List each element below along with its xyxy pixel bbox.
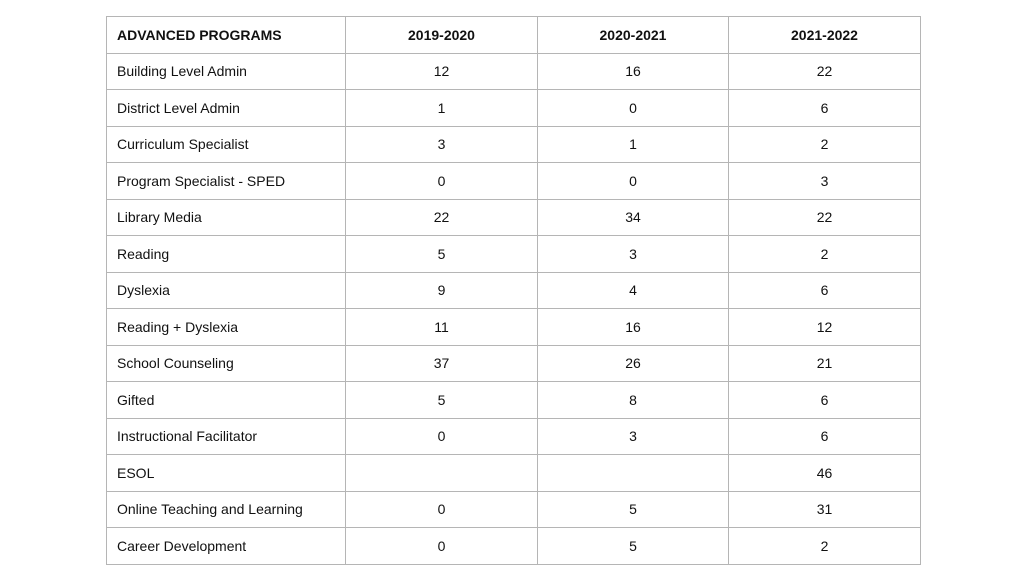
table-row: Career Development 0 5 2	[106, 527, 921, 565]
cell-value: 3	[537, 417, 729, 455]
table-row: District Level Admin 1 0 6	[106, 89, 921, 127]
cell-value: 3	[728, 162, 921, 200]
cell-value: 34	[537, 198, 729, 236]
cell-value: 31	[728, 490, 921, 528]
cell-value: 3	[537, 235, 729, 273]
table-row: School Counseling 37 26 21	[106, 344, 921, 382]
cell-value: 6	[728, 381, 921, 419]
table-row: ESOL 46	[106, 454, 921, 492]
cell-value: 0	[537, 89, 729, 127]
cell-value: 3	[345, 125, 538, 163]
cell-value: 2	[728, 527, 921, 565]
header-2021-2022: 2021-2022	[728, 16, 921, 54]
cell-value: 2	[728, 235, 921, 273]
cell-value: 22	[345, 198, 538, 236]
program-name: Curriculum Specialist	[106, 125, 346, 163]
cell-value: 0	[345, 490, 538, 528]
cell-value: 12	[345, 52, 538, 90]
table-row: Curriculum Specialist 3 1 2	[106, 125, 921, 163]
cell-value: 4	[537, 271, 729, 309]
table-row: Library Media 22 34 22	[106, 198, 921, 236]
cell-value: 5	[537, 490, 729, 528]
cell-value: 6	[728, 89, 921, 127]
header-programs: ADVANCED PROGRAMS	[106, 16, 346, 54]
cell-value: 5	[345, 235, 538, 273]
cell-value: 16	[537, 308, 729, 346]
cell-value: 0	[345, 162, 538, 200]
program-name: Instructional Facilitator	[106, 417, 346, 455]
table-row: Reading + Dyslexia 11 16 12	[106, 308, 921, 346]
program-name: District Level Admin	[106, 89, 346, 127]
cell-value: 22	[728, 198, 921, 236]
program-name: ESOL	[106, 454, 346, 492]
program-name: Reading + Dyslexia	[106, 308, 346, 346]
cell-value: 0	[345, 417, 538, 455]
program-name: Career Development	[106, 527, 346, 565]
cell-value: 0	[537, 162, 729, 200]
program-name: Gifted	[106, 381, 346, 419]
table-header-row: ADVANCED PROGRAMS 2019-2020 2020-2021 20…	[106, 16, 921, 54]
programs-table-container: ADVANCED PROGRAMS 2019-2020 2020-2021 20…	[106, 16, 921, 565]
cell-value: 46	[728, 454, 921, 492]
cell-value: 21	[728, 344, 921, 382]
program-name: Building Level Admin	[106, 52, 346, 90]
cell-value: 16	[537, 52, 729, 90]
program-name: Reading	[106, 235, 346, 273]
cell-value: 6	[728, 417, 921, 455]
cell-value	[345, 454, 538, 492]
table-row: Gifted 5 8 6	[106, 381, 921, 419]
cell-value: 22	[728, 52, 921, 90]
program-name: Program Specialist - SPED	[106, 162, 346, 200]
cell-value: 5	[345, 381, 538, 419]
table-row: Reading 5 3 2	[106, 235, 921, 273]
cell-value: 1	[345, 89, 538, 127]
cell-value: 9	[345, 271, 538, 309]
program-name: Dyslexia	[106, 271, 346, 309]
cell-value: 8	[537, 381, 729, 419]
cell-value: 2	[728, 125, 921, 163]
program-name: Library Media	[106, 198, 346, 236]
table-row: Dyslexia 9 4 6	[106, 271, 921, 309]
cell-value: 26	[537, 344, 729, 382]
cell-value: 37	[345, 344, 538, 382]
cell-value: 1	[537, 125, 729, 163]
advanced-programs-table: ADVANCED PROGRAMS 2019-2020 2020-2021 20…	[106, 16, 921, 565]
cell-value: 6	[728, 271, 921, 309]
cell-value: 12	[728, 308, 921, 346]
cell-value: 11	[345, 308, 538, 346]
header-2019-2020: 2019-2020	[345, 16, 538, 54]
table-row: Online Teaching and Learning 0 5 31	[106, 490, 921, 528]
table-row: Building Level Admin 12 16 22	[106, 52, 921, 90]
cell-value: 5	[537, 527, 729, 565]
table-row: Program Specialist - SPED 0 0 3	[106, 162, 921, 200]
cell-value: 0	[345, 527, 538, 565]
cell-value	[537, 454, 729, 492]
table-row: Instructional Facilitator 0 3 6	[106, 417, 921, 455]
program-name: School Counseling	[106, 344, 346, 382]
program-name: Online Teaching and Learning	[106, 490, 346, 528]
header-2020-2021: 2020-2021	[537, 16, 729, 54]
